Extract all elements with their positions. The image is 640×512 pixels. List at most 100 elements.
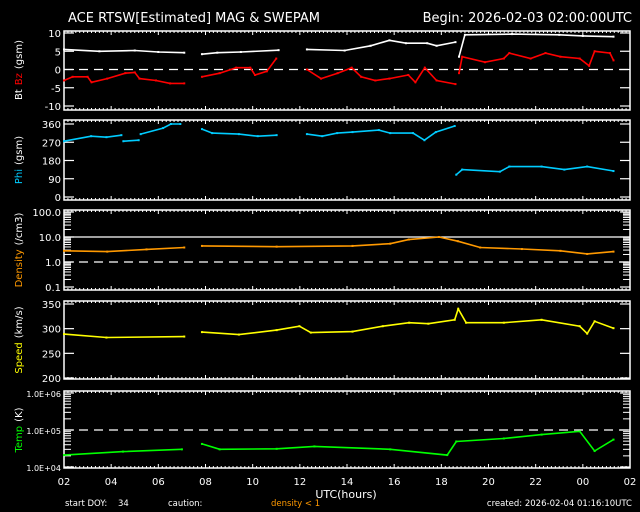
phi-point (63, 140, 65, 143)
y-tick-label: 0 (55, 193, 61, 204)
phi-point (122, 140, 125, 143)
y-tick-label: 1.0 (45, 258, 61, 269)
y-tick-label: 250 (42, 349, 61, 360)
density-axis-label: Density (/cm3) (14, 213, 25, 288)
speed-line (63, 333, 185, 339)
phi-line (201, 128, 277, 138)
bz-point (200, 75, 203, 78)
x-tick-label: 02 (624, 477, 637, 488)
y-tick-label: 180 (42, 157, 61, 168)
speed-series (63, 306, 615, 339)
begin-time: Begin: 2026-02-03 02:00:00UTC (423, 11, 632, 26)
y-tick-label: -10 (45, 102, 61, 113)
start-doy-label: start DOY: (65, 499, 107, 509)
mag-axis-label: Bt Bz (gsm) (14, 40, 25, 100)
axis-label-part: Speed (14, 342, 25, 373)
bz-series (63, 50, 615, 86)
speed-point (200, 331, 203, 334)
bz-line (63, 71, 185, 85)
speed-frame (63, 300, 631, 380)
panel-temp: 1.0E+06 1.0E+05 1.0E+04 Temp (K) (14, 390, 631, 473)
y-tick-label: 360 (42, 120, 61, 131)
phi-point (455, 173, 458, 176)
start-doy-value: 34 (118, 499, 129, 509)
axis-label-part: (gsm) (14, 40, 25, 69)
bz-line (458, 50, 615, 74)
axis-label-part: Temp (14, 426, 25, 454)
phi-point (179, 123, 182, 125)
x-tick-label: 12 (293, 477, 306, 488)
y-tick-label: 270 (42, 138, 61, 149)
phi-point (200, 128, 203, 131)
x-tick-label: 14 (341, 477, 354, 488)
temp-axis-label: Temp (K) (14, 407, 25, 453)
bt-point (200, 53, 203, 56)
y-tick-label: -5 (51, 84, 61, 95)
y-tick-label: 0 (55, 66, 61, 77)
y-tick-label: 0.1 (45, 283, 61, 294)
axis-label-part: (km/s) (14, 306, 25, 338)
bt-line (458, 33, 614, 57)
temp-point (200, 442, 203, 445)
x-tick-label: 06 (152, 477, 165, 488)
axis-label-part: Bz (14, 73, 25, 85)
density-point (200, 244, 203, 247)
density-line (63, 246, 185, 253)
axis-label-part: (gsm) (14, 136, 25, 165)
panel-speed: 350 300 250 200 Speed (km/s) (14, 300, 631, 385)
phi-series (63, 123, 615, 176)
phi-line (306, 125, 455, 142)
panel-mag: 10 5 0 -5 -10 Bt Bz (gsm) (14, 29, 631, 113)
speed-point (63, 333, 65, 336)
x-tick-label: 16 (388, 477, 401, 488)
x-tick-label: 10 (246, 477, 259, 488)
y-tick-label: 350 (42, 300, 61, 311)
x-tick-label: 20 (482, 477, 495, 488)
temp-line (63, 448, 182, 456)
caution-label: caution: (168, 499, 202, 509)
x-axis-label: UTC(hours) (315, 488, 376, 501)
y-tick-label: 300 (42, 325, 61, 336)
density-series (63, 236, 615, 255)
bz-line (306, 66, 456, 85)
panel-density: 100.0 10.0 1.0 0.1 Density (/cm3) (14, 208, 631, 294)
y-tick-label: 10.0 (39, 233, 61, 244)
axis-label-part: Density (14, 249, 25, 287)
y-tick-label: 90 (48, 175, 61, 186)
bz-line (201, 58, 277, 78)
y-tick-label: 1.0E+05 (26, 427, 61, 436)
axis-label-part: (/cm3) (14, 213, 25, 246)
speed-axis-label: Speed (km/s) (14, 306, 25, 373)
x-tick-label: 00 (576, 477, 589, 488)
panel-phi: 360 270 180 90 0 Phi (gsm) (14, 119, 631, 204)
y-tick-label: 10 (48, 29, 61, 40)
phi-line (123, 139, 139, 142)
bt-line (201, 49, 279, 55)
y-tick-label: 200 (42, 374, 61, 385)
phi-line (63, 134, 122, 142)
x-tick-label: 18 (435, 477, 448, 488)
axis-label-part: Phi (14, 169, 25, 184)
axis-label-part: (K) (14, 407, 25, 421)
phi-axis-label: Phi (gsm) (14, 136, 25, 184)
bt-point (458, 55, 461, 58)
speed-line (201, 306, 614, 336)
x-tick-label: 22 (529, 477, 542, 488)
caution-text: density < 1 (271, 499, 320, 509)
y-tick-label: 100.0 (32, 208, 61, 219)
phi-point (275, 134, 278, 137)
temp-point (180, 448, 183, 451)
created-time: created: 2026-02-04 01:16:10UTC (487, 499, 632, 509)
x-tick-label: 04 (105, 477, 118, 488)
temp-series (63, 430, 615, 457)
x-tick-label: 02 (58, 477, 71, 488)
plot-title: ACE RTSW[Estimated] MAG & SWEPAM (68, 11, 320, 26)
mag-frame (63, 30, 631, 111)
bt-series (63, 33, 615, 58)
bt-line (63, 48, 185, 54)
density-line (201, 236, 614, 255)
phi-line (140, 123, 181, 135)
axis-label-part: Bt (14, 89, 25, 100)
y-tick-label: 5 (55, 47, 61, 58)
bt-line (306, 39, 456, 52)
